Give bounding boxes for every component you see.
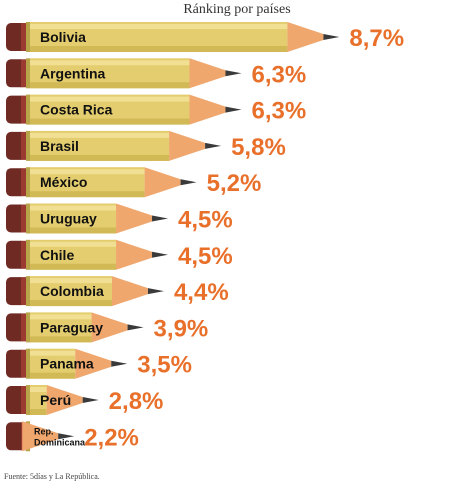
- data-label: 8,7%: [349, 25, 404, 52]
- pencil-graphite-tip: [58, 433, 75, 440]
- pencil-highlight: [30, 205, 117, 211]
- pencil-graphite-tip: [82, 397, 99, 403]
- pencil-shadow: [30, 154, 170, 161]
- pencil-wood-tip: [91, 312, 128, 343]
- pencil-highlight: [30, 241, 117, 247]
- pencil-eraser-band: [21, 95, 26, 124]
- category-label: Argentina: [40, 65, 106, 81]
- pencil-body: [30, 385, 47, 415]
- pencil-ferrule: [26, 385, 30, 415]
- category-label: Costa Rica: [40, 102, 113, 118]
- pencil-eraser-band: [21, 277, 26, 306]
- pencil-highlight: [30, 350, 76, 356]
- chart-title: Ránking por países: [183, 2, 291, 17]
- category-label: Brasil: [40, 138, 79, 154]
- pencil-highlight: [30, 169, 145, 175]
- pencil-shadow: [30, 300, 112, 307]
- pencil-highlight: [30, 132, 170, 138]
- pencil-highlight: [30, 278, 112, 284]
- pencil-eraser-band: [21, 240, 26, 269]
- pencil-eraser-band: [21, 204, 26, 233]
- pencil-wood-tip: [116, 239, 153, 270]
- pencil-eraser-band: [21, 131, 26, 160]
- pencil-ferrule: [26, 239, 30, 270]
- pencil-highlight: [30, 96, 190, 102]
- category-label: Rep. Dominicana: [34, 426, 86, 447]
- pencil-graphite-tip: [225, 70, 242, 77]
- category-label: México: [40, 174, 87, 190]
- data-label: 4,4%: [174, 279, 229, 306]
- category-label: Paraguay: [40, 319, 103, 335]
- pencil-graphite-tip: [152, 215, 169, 222]
- pencil-ferrule: [26, 276, 30, 307]
- chart-source-note: Fuente: 5días y La República.: [4, 472, 100, 481]
- pencil-wood-tip: [111, 276, 148, 307]
- pencil-eraser-band: [21, 59, 26, 88]
- pencil-shadow: [30, 372, 76, 379]
- pencil-shadow: [30, 82, 190, 89]
- pencil-highlight: [30, 24, 288, 29]
- pencil-eraser-band: [21, 386, 26, 414]
- pencil-graphite-tip: [147, 288, 164, 295]
- pencil-ferrule: [26, 94, 30, 125]
- pencil-eraser-band: [21, 168, 26, 197]
- data-label: 2,2%: [84, 424, 139, 451]
- category-label: Colombia: [40, 283, 104, 299]
- pencil-eraser-band: [21, 23, 26, 51]
- pencil-graphite-tip: [205, 142, 222, 149]
- pencil-eraser-band: [21, 313, 26, 342]
- pencil-graphite-tip: [180, 179, 197, 186]
- data-label: 4,5%: [178, 207, 233, 234]
- pencil-wood-tip: [46, 385, 83, 415]
- pencil-graphite-tip: [323, 34, 340, 40]
- category-label: Perú: [40, 392, 71, 408]
- pencil-shadow: [30, 118, 190, 125]
- data-label: 2,8%: [109, 388, 164, 415]
- data-label: 4,5%: [178, 243, 233, 270]
- pencil-wood-tip: [189, 94, 226, 125]
- pencil-shadow: [30, 263, 117, 270]
- data-label: 3,9%: [154, 315, 209, 342]
- pencil-wood-tip: [189, 58, 226, 89]
- category-label: Uruguay: [40, 211, 97, 227]
- pencil-ferrule: [26, 203, 30, 234]
- pencil-ferrule: [26, 312, 30, 343]
- chart-plot-area: Bolivia 8,7% Argentina 6,3% Costa Rica 6,3% Br…: [6, 22, 404, 452]
- pencil-shadow: [30, 227, 117, 234]
- pencil-wood-tip: [144, 167, 181, 198]
- pencil-shadow: [30, 191, 145, 198]
- pencil-graphite-tip: [111, 360, 128, 367]
- pencil-shadow: [30, 409, 47, 415]
- pencil-wood-tip: [116, 203, 153, 234]
- data-label: 6,3%: [251, 98, 306, 125]
- pencil-shadow: [30, 336, 92, 343]
- pencil-highlight: [30, 387, 47, 392]
- data-label: 3,5%: [137, 352, 192, 379]
- pencil-wood-tip: [169, 130, 206, 161]
- pencil-graphite-tip: [127, 324, 144, 331]
- pencil-wood-tip: [75, 348, 112, 379]
- pencil-highlight: [30, 60, 190, 66]
- pencil-eraser-band: [21, 349, 26, 378]
- pencil-ferrule: [26, 167, 30, 198]
- data-label: 6,3%: [251, 61, 306, 88]
- pencil-graphite-tip: [152, 251, 169, 258]
- data-label: 5,2%: [207, 170, 262, 197]
- category-label: Panama: [40, 356, 94, 372]
- data-label: 5,8%: [231, 134, 286, 161]
- pencil-ferrule: [26, 130, 30, 161]
- pencil-shadow: [30, 46, 288, 52]
- pencil-highlight: [30, 314, 92, 320]
- pencil-wood-tip: [287, 22, 324, 52]
- pencil-graphite-tip: [225, 106, 242, 113]
- pencil-ferrule: [26, 348, 30, 379]
- pencil-ferrule: [26, 58, 30, 89]
- category-label: Bolivia: [40, 29, 86, 45]
- category-label: Chile: [40, 247, 74, 263]
- pencil-wood-tip: [22, 421, 59, 452]
- pencil-ferrule: [26, 22, 30, 52]
